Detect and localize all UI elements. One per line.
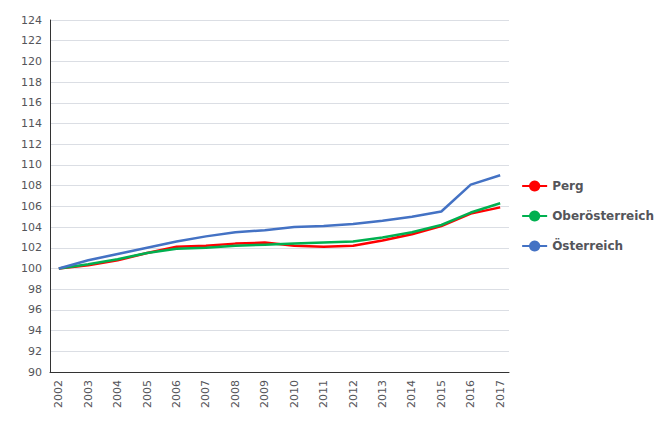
svg-text:2008: 2008 bbox=[229, 380, 242, 408]
svg-text:2006: 2006 bbox=[170, 380, 183, 408]
svg-text:Perg: Perg bbox=[552, 179, 583, 193]
svg-text:102: 102 bbox=[21, 241, 42, 254]
svg-text:2002: 2002 bbox=[52, 380, 65, 408]
svg-text:96: 96 bbox=[28, 303, 42, 316]
svg-text:2011: 2011 bbox=[317, 380, 330, 408]
svg-text:104: 104 bbox=[21, 221, 42, 234]
svg-text:2012: 2012 bbox=[347, 380, 360, 408]
svg-text:118: 118 bbox=[21, 76, 42, 89]
svg-text:94: 94 bbox=[28, 324, 42, 337]
svg-text:2014: 2014 bbox=[405, 380, 418, 408]
svg-text:90: 90 bbox=[28, 366, 42, 379]
svg-text:110: 110 bbox=[21, 158, 42, 171]
svg-text:92: 92 bbox=[28, 345, 42, 358]
svg-text:2005: 2005 bbox=[141, 380, 154, 408]
svg-text:2017: 2017 bbox=[494, 380, 507, 408]
svg-text:2004: 2004 bbox=[111, 380, 124, 408]
svg-text:108: 108 bbox=[21, 179, 42, 192]
svg-text:2007: 2007 bbox=[199, 380, 212, 408]
svg-text:116: 116 bbox=[21, 96, 42, 109]
svg-text:2003: 2003 bbox=[82, 380, 95, 408]
svg-text:122: 122 bbox=[21, 34, 42, 47]
svg-text:120: 120 bbox=[21, 55, 42, 68]
svg-text:100: 100 bbox=[21, 262, 42, 275]
svg-text:2010: 2010 bbox=[288, 380, 301, 408]
svg-text:98: 98 bbox=[28, 283, 42, 296]
svg-text:2015: 2015 bbox=[435, 380, 448, 408]
svg-text:112: 112 bbox=[21, 138, 42, 151]
svg-text:Österreich: Österreich bbox=[552, 238, 623, 253]
svg-text:106: 106 bbox=[21, 200, 42, 213]
svg-text:Oberösterreich: Oberösterreich bbox=[552, 209, 654, 223]
svg-text:2016: 2016 bbox=[464, 380, 477, 408]
svg-text:2009: 2009 bbox=[258, 380, 271, 408]
svg-text:114: 114 bbox=[21, 117, 42, 130]
svg-text:124: 124 bbox=[21, 14, 42, 27]
svg-text:2013: 2013 bbox=[376, 380, 389, 408]
